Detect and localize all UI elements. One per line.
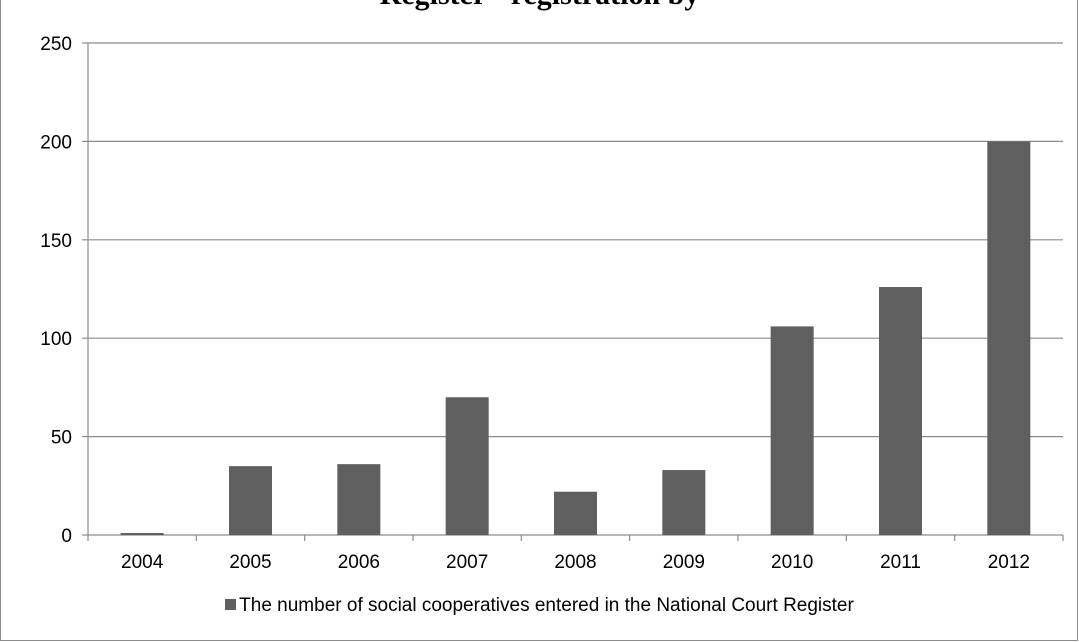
bar	[445, 397, 489, 535]
y-tick-label: 200	[40, 132, 72, 153]
x-tick-label: 2008	[554, 552, 596, 573]
bar	[337, 464, 381, 535]
y-tick-label: 250	[40, 34, 72, 55]
bar	[554, 491, 597, 535]
bar	[987, 141, 1031, 535]
y-tick-label: 0	[61, 526, 72, 547]
chart-title: Register - registration by	[0, 0, 1079, 12]
x-tick-label: 2004	[121, 552, 164, 573]
bar	[662, 470, 706, 535]
x-tick-label: 2010	[771, 552, 813, 573]
x-tick-label: 2005	[229, 552, 271, 573]
x-tick-label: 2012	[988, 552, 1030, 573]
legend: The number of social cooperatives entere…	[0, 595, 1079, 617]
bar	[770, 326, 814, 535]
x-tick-label: 2006	[338, 552, 380, 573]
x-tick-label: 2011	[880, 552, 921, 573]
legend-label: The number of social cooperatives entere…	[239, 595, 854, 616]
x-tick-label: 2007	[446, 552, 488, 573]
y-tick-label: 150	[40, 231, 72, 252]
bar	[229, 466, 272, 535]
legend-swatch	[225, 599, 237, 610]
bar	[879, 287, 922, 535]
x-tick-label: 2009	[663, 552, 705, 573]
y-tick-label: 100	[40, 329, 72, 350]
y-tick-label: 50	[51, 428, 72, 449]
bar	[120, 533, 164, 535]
